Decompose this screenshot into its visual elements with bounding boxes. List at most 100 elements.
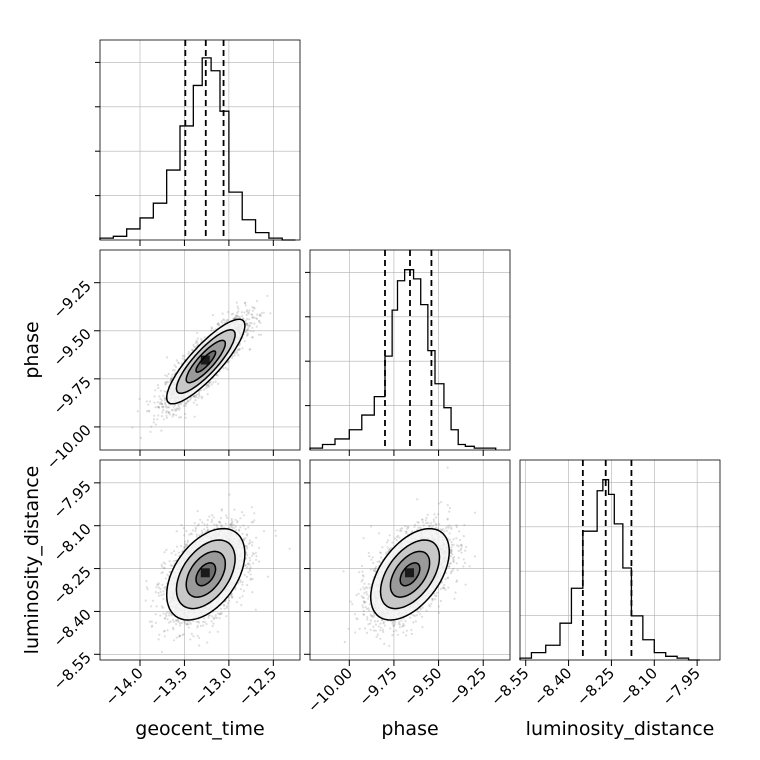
scatter-point — [172, 405, 175, 408]
scatter-point — [246, 317, 249, 321]
scatter-point — [145, 400, 148, 403]
scatter-point — [154, 406, 157, 409]
scatter-point — [193, 522, 196, 525]
scatter-point — [217, 322, 220, 325]
scatter-point — [247, 542, 250, 546]
scatter-point — [168, 413, 171, 416]
scatter-point — [205, 384, 208, 387]
y-tick-label: −10.00 — [43, 421, 95, 473]
scatter-point — [154, 613, 157, 616]
scatter-point — [266, 294, 269, 297]
scatter-point — [205, 622, 208, 626]
scatter-point — [175, 409, 178, 412]
scatter-point — [249, 329, 252, 333]
scatter-point — [150, 425, 153, 428]
scatter-point — [156, 405, 159, 408]
scatter-point — [200, 389, 203, 392]
scatter-point — [184, 545, 187, 548]
scatter-point — [208, 631, 211, 634]
scatter-point — [176, 618, 179, 621]
scatter-point — [202, 620, 205, 624]
scatter-point — [244, 330, 247, 334]
scatter-point — [180, 402, 183, 405]
scatter-point — [251, 336, 254, 339]
scatter-point — [167, 611, 171, 614]
scatter-point — [253, 519, 256, 522]
scatter-point — [246, 324, 249, 327]
scatter-point — [184, 404, 187, 407]
contour-line — [175, 329, 236, 395]
scatter-point — [166, 629, 169, 632]
scatter-point — [164, 383, 167, 386]
scatter-point — [247, 312, 250, 315]
scatter-point — [215, 616, 218, 619]
scatter-point — [168, 560, 171, 563]
scatter-point — [170, 552, 173, 555]
scatter-point — [236, 305, 239, 308]
scatter-point — [224, 522, 227, 525]
scatter-point — [217, 323, 220, 326]
scatter-point — [254, 608, 257, 611]
scatter-point — [257, 319, 260, 322]
scatter-point — [228, 599, 231, 602]
scatter-point — [210, 329, 213, 332]
scatter-point — [169, 379, 172, 382]
scatter-point — [157, 583, 160, 586]
scatter-point — [231, 357, 234, 360]
scatter-point — [220, 320, 223, 323]
scatter-point — [201, 531, 204, 535]
scatter-point — [150, 605, 153, 608]
scatter-point — [157, 591, 160, 595]
scatter-point — [187, 400, 190, 403]
scatter-point — [186, 541, 189, 544]
scatter-point — [179, 416, 182, 419]
scatter-point — [249, 577, 253, 580]
scatter-point — [174, 404, 177, 407]
scatter-point — [255, 317, 259, 321]
scatter-point — [207, 384, 210, 387]
scatter-point — [160, 399, 163, 402]
scatter-point — [196, 340, 199, 344]
scatter-point — [164, 613, 168, 616]
scatter-point — [165, 380, 168, 383]
scatter-point — [241, 595, 244, 598]
scatter-point — [237, 310, 240, 313]
scatter-point — [152, 421, 155, 424]
scatter-point — [166, 375, 169, 378]
scatter-point — [173, 550, 176, 553]
scatter-point — [157, 414, 160, 417]
scatter-point — [244, 304, 247, 307]
scatter-point — [172, 413, 175, 416]
scatter-point — [192, 635, 195, 638]
scatter-point — [214, 616, 217, 619]
scatter-point — [255, 555, 258, 558]
scatter-point — [246, 545, 249, 548]
scatter-point — [163, 566, 166, 569]
scatter-point — [154, 591, 157, 594]
scatter-point — [165, 409, 168, 413]
y-tick-label: −9.50 — [50, 325, 95, 370]
scatter-point — [165, 614, 168, 618]
scatter-point — [210, 518, 214, 522]
scatter-point — [247, 328, 250, 331]
scatter-point — [196, 634, 199, 637]
scatter-point — [175, 407, 179, 410]
scatter-point — [199, 624, 203, 628]
scatter-point — [250, 313, 254, 316]
scatter-point — [179, 544, 183, 548]
scatter-point — [230, 517, 233, 521]
scatter-point — [181, 354, 185, 357]
scatter-point — [162, 408, 165, 412]
scatter-point — [189, 397, 192, 400]
scatter-point — [243, 302, 246, 305]
scatter-point — [274, 529, 277, 532]
scatter-point — [255, 558, 258, 561]
scatter-point — [213, 523, 216, 526]
scatter-point — [238, 348, 241, 351]
scatter-point — [207, 614, 210, 617]
scatter-point — [178, 416, 181, 419]
scatter-point — [197, 523, 200, 526]
scatter-point — [230, 595, 233, 598]
scatter-point — [158, 633, 161, 636]
scatter-point — [162, 630, 166, 633]
